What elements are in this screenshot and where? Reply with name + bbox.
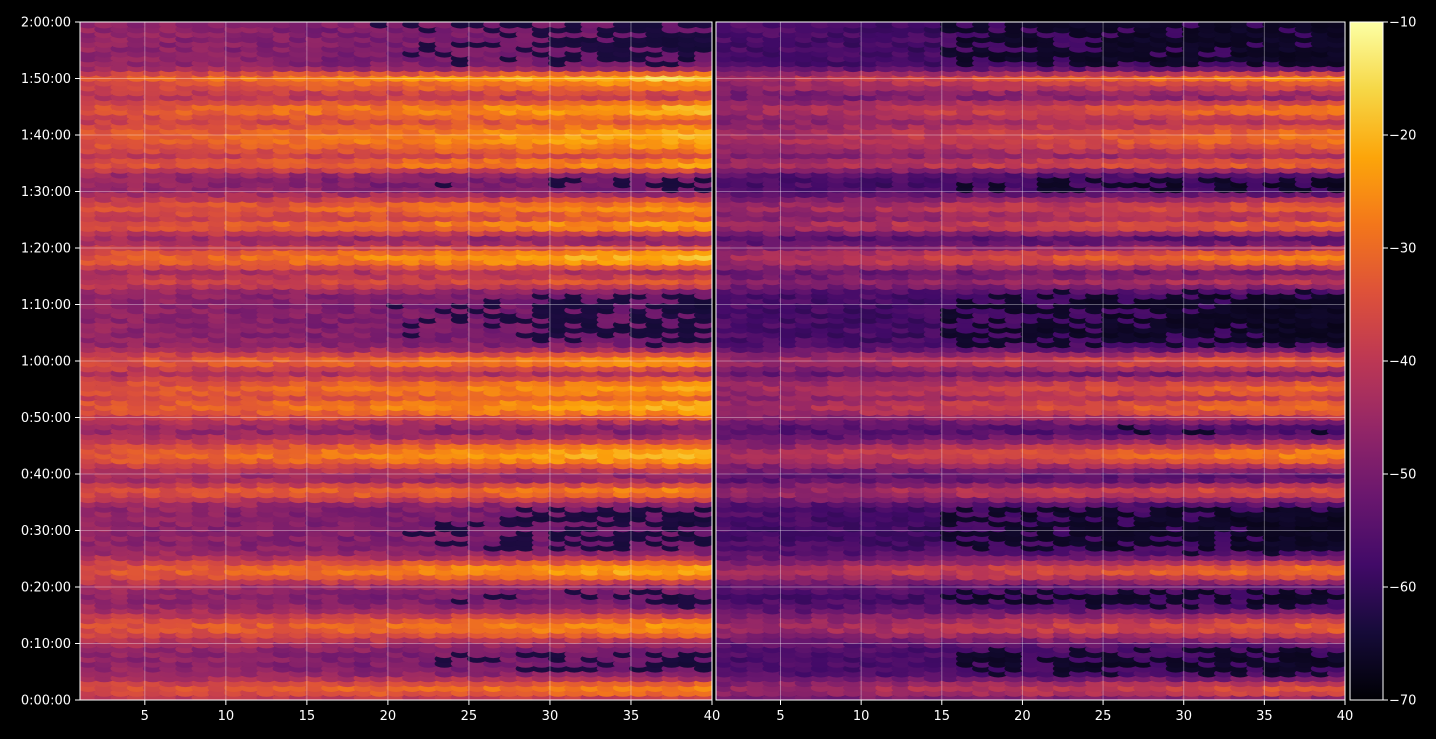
heatmap-panel-1	[80, 22, 712, 700]
